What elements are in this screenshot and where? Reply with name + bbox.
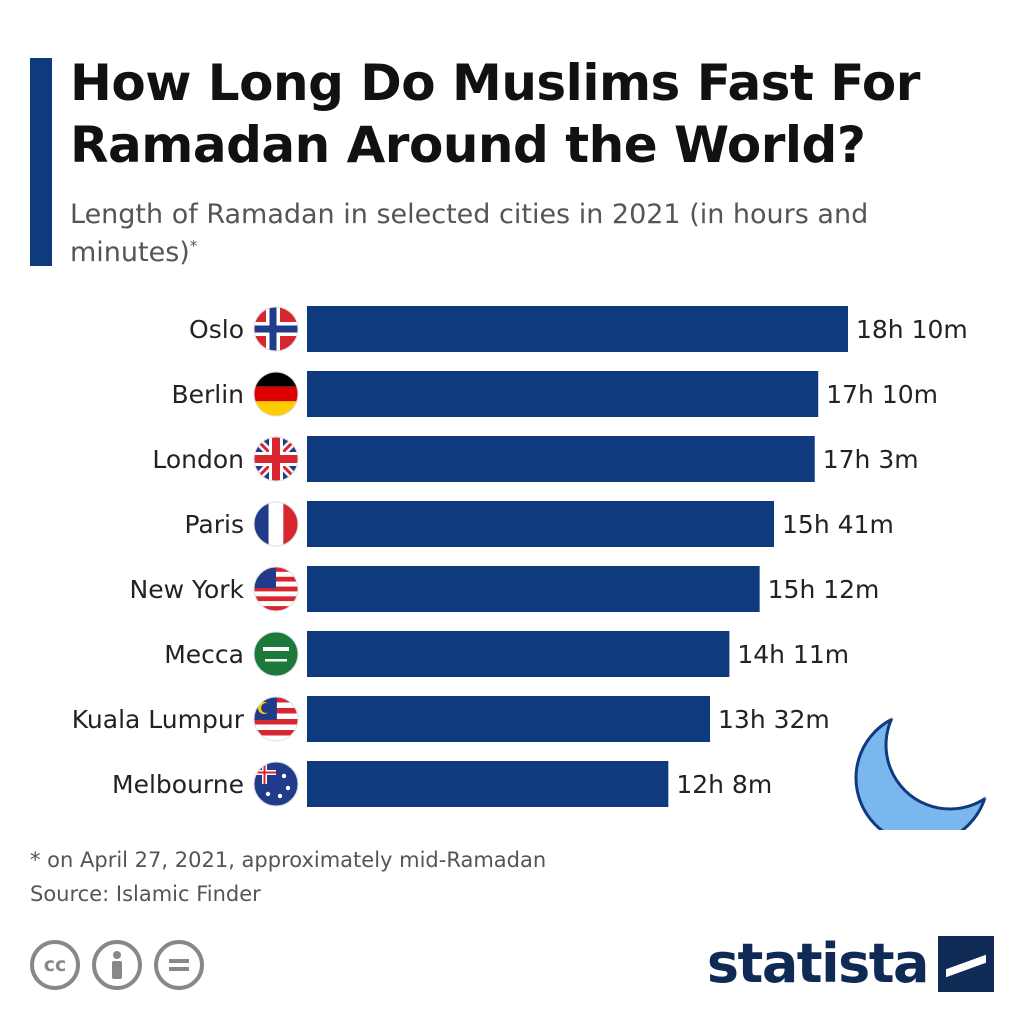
malaysia-flag-icon — [253, 696, 299, 742]
category-label: London — [152, 445, 244, 474]
subtitle-marker: * — [189, 237, 198, 255]
bar — [307, 371, 819, 417]
australia-flag-icon — [253, 761, 299, 807]
germany-flag-icon — [253, 371, 299, 417]
bar — [307, 306, 848, 352]
statista-brand[interactable]: statista — [707, 932, 994, 995]
category-label: Melbourne — [112, 770, 244, 799]
bar — [307, 761, 669, 807]
bar — [307, 631, 730, 677]
attribution-icon[interactable] — [92, 940, 142, 990]
value-label: 18h 10m — [856, 315, 968, 344]
france-flag-icon — [253, 501, 299, 547]
accent-bar — [30, 58, 52, 266]
bar — [307, 696, 711, 742]
no-derivatives-icon[interactable] — [154, 940, 204, 990]
bar — [307, 566, 760, 612]
value-label: 17h 10m — [826, 380, 938, 409]
chart-title: How Long Do Muslims Fast For Ramadan Aro… — [70, 54, 920, 174]
category-label: Paris — [184, 510, 244, 539]
source-text: Source: Islamic Finder — [30, 882, 261, 906]
bar-chart: Oslo 18h 10m Berlin 17h 10m London 17h 3m Pari… — [72, 306, 990, 830]
value-label: 15h 12m — [768, 575, 880, 604]
category-label: Mecca — [164, 640, 244, 669]
subtitle-text: Length of Ramadan in selected cities in … — [70, 199, 869, 268]
license-icons: cc — [30, 940, 204, 990]
usa-flag-icon — [253, 566, 299, 612]
value-label: 13h 32m — [718, 705, 830, 734]
cc-icon[interactable]: cc — [30, 940, 80, 990]
category-label: New York — [130, 575, 245, 604]
person-icon — [112, 951, 122, 979]
brand-name: statista — [706, 932, 930, 995]
value-label: 14h 11m — [737, 640, 849, 669]
category-label: Oslo — [189, 315, 244, 344]
category-label: Kuala Lumpur — [72, 705, 245, 734]
statista-logo-icon — [938, 935, 994, 992]
bar — [307, 501, 775, 547]
bar — [307, 436, 815, 482]
value-label: 15h 41m — [782, 510, 894, 539]
category-label: Berlin — [171, 380, 244, 409]
chart-subtitle: Length of Ramadan in selected cities in … — [70, 196, 970, 272]
saudi-arabia-flag-icon — [253, 631, 299, 677]
crescent-moon-icon — [854, 710, 990, 830]
norway-flag-icon — [253, 306, 299, 352]
footnote: * on April 27, 2021, approximately mid-R… — [30, 843, 546, 911]
value-label: 12h 8m — [676, 770, 772, 799]
footnote-note: * on April 27, 2021, approximately mid-R… — [30, 848, 547, 872]
equals-icon — [169, 959, 189, 971]
value-label: 17h 3m — [823, 445, 919, 474]
uk-flag-icon — [253, 436, 299, 482]
